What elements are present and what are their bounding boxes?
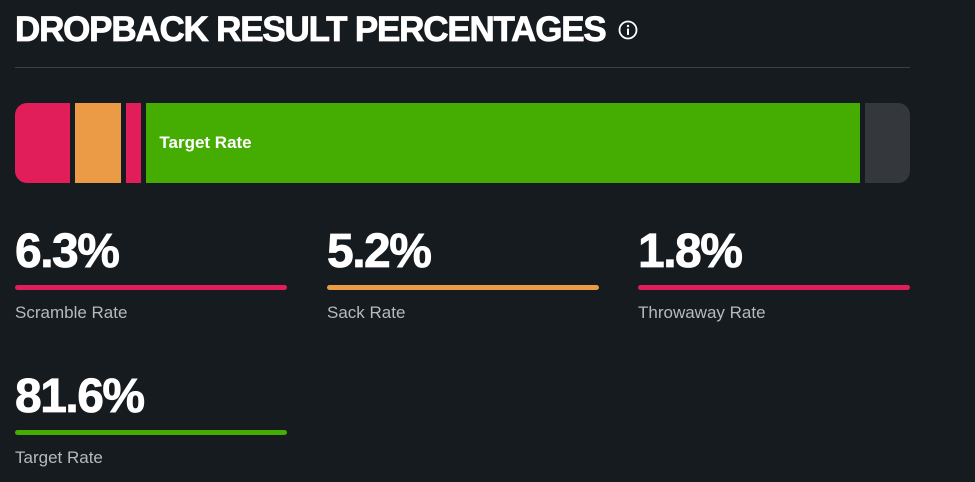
bar-segment-target[interactable]: Target Rate — [146, 103, 861, 183]
stat-label: Sack Rate — [327, 303, 406, 322]
stat-throwaway: 1.8% Throwaway Rate — [638, 225, 910, 322]
stat-color-line — [15, 285, 287, 290]
bar-segment-throwaway[interactable] — [125, 103, 142, 183]
header-divider — [15, 67, 910, 68]
bar-segment-sack[interactable] — [75, 103, 121, 183]
stat-value: 6.3% — [15, 225, 121, 278]
stat-target: 81.6% Target Rate — [15, 370, 287, 467]
section-header: DROPBACK RESULT PERCENTAGES — [15, 8, 638, 52]
stat-scramble: 6.3% Scramble Rate — [15, 225, 287, 322]
stat-color-line — [327, 285, 599, 290]
stat-value: 5.2% — [327, 225, 433, 278]
stat-color-line — [638, 285, 910, 290]
bar-segment-scramble[interactable] — [15, 103, 71, 183]
info-circle-icon[interactable] — [618, 20, 638, 40]
stat-value: 81.6% — [15, 370, 146, 423]
stat-label: Throwaway Rate — [638, 303, 766, 322]
stat-color-line — [15, 430, 287, 435]
stat-label: Scramble Rate — [15, 303, 128, 322]
stat-label: Target Rate — [15, 448, 103, 467]
bar-segment-other[interactable] — [865, 103, 910, 183]
section-title: DROPBACK RESULT PERCENTAGES — [15, 10, 608, 50]
dropback-result-bar: Target Rate — [15, 103, 910, 183]
stat-value: 1.8% — [638, 225, 744, 278]
stat-sack: 5.2% Sack Rate — [327, 225, 599, 322]
bar-segment-label: Target Rate — [159, 133, 252, 152]
